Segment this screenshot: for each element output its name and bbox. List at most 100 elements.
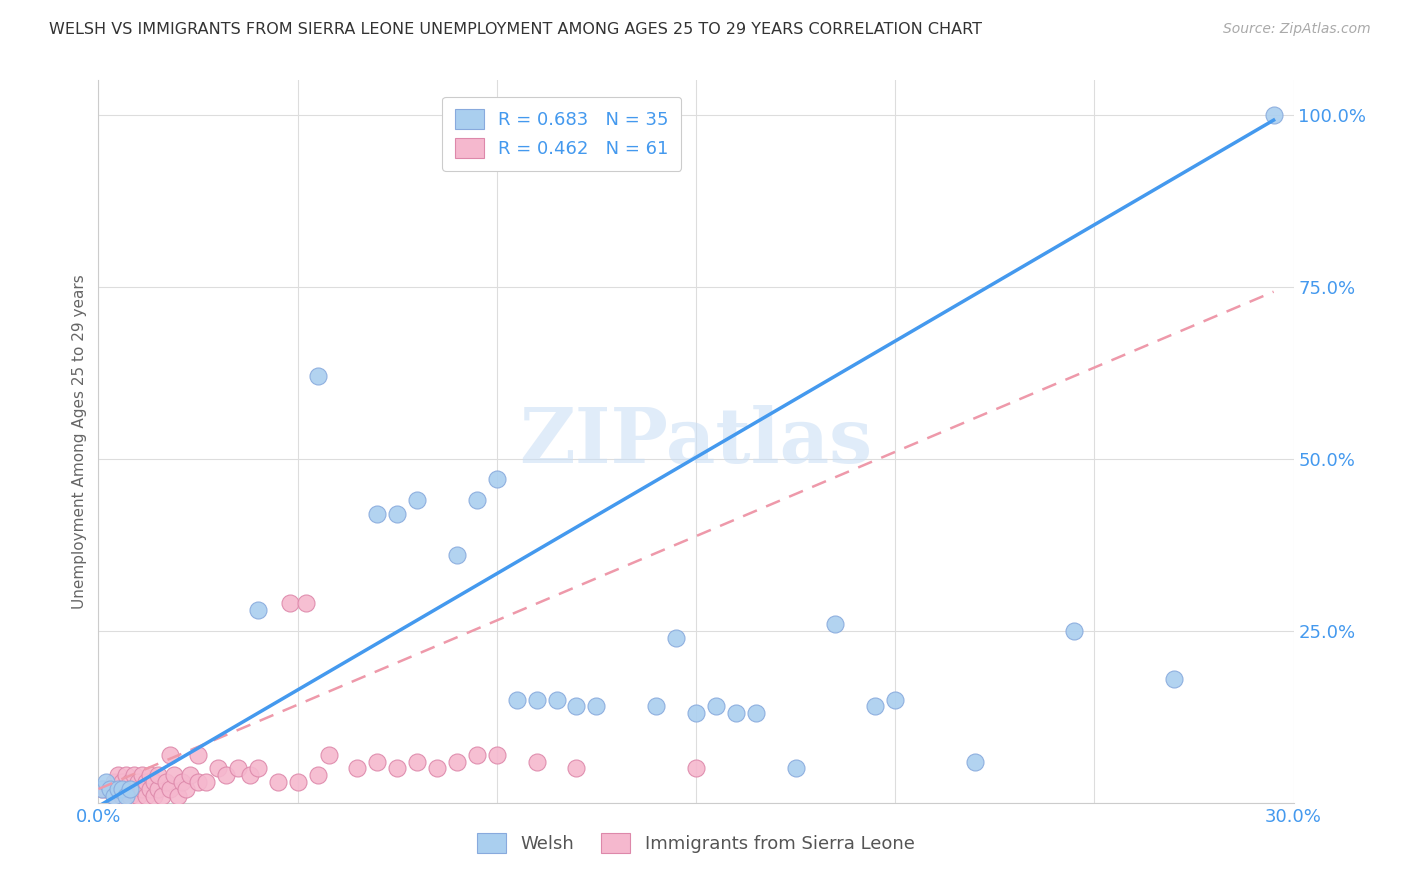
Point [963, 755, 986, 769]
Point [172, 775, 194, 789]
Point [426, 761, 449, 775]
Point [131, 782, 153, 797]
Point [135, 775, 157, 789]
Point [406, 755, 429, 769]
Point [96, 782, 118, 797]
Point [645, 699, 668, 714]
Point [127, 775, 149, 789]
Point [111, 782, 134, 797]
Point [704, 699, 727, 714]
Point [98, 782, 122, 797]
Point [294, 596, 316, 610]
Point [139, 782, 162, 797]
Point [107, 782, 129, 797]
Point [163, 768, 186, 782]
Point [1163, 672, 1185, 686]
Point [143, 789, 166, 803]
Point [366, 755, 388, 769]
Point [207, 761, 229, 775]
Point [526, 755, 548, 769]
Point [96, 775, 118, 789]
Point [103, 789, 125, 803]
Text: WELSH VS IMMIGRANTS FROM SIERRA LEONE UNEMPLOYMENT AMONG AGES 25 TO 29 YEARS COR: WELSH VS IMMIGRANTS FROM SIERRA LEONE UN… [49, 22, 983, 37]
Point [685, 706, 707, 721]
Point [143, 775, 166, 789]
Point [267, 775, 290, 789]
Point [103, 775, 125, 789]
Point [150, 789, 173, 803]
Point [406, 493, 429, 508]
Point [179, 768, 201, 782]
Point [465, 493, 488, 508]
Point [884, 692, 907, 706]
Point [485, 747, 508, 762]
Point [724, 706, 747, 721]
Point [546, 692, 568, 706]
Point [824, 616, 846, 631]
Y-axis label: Unemployment Among Ages 25 to 29 years: Unemployment Among Ages 25 to 29 years [72, 274, 87, 609]
Point [148, 768, 170, 782]
Point [307, 369, 329, 384]
Point [446, 548, 468, 562]
Point [120, 789, 142, 803]
Point [287, 775, 309, 789]
Point [865, 699, 887, 714]
Text: Source: ZipAtlas.com: Source: ZipAtlas.com [1223, 22, 1371, 37]
Point [446, 755, 468, 769]
Point [785, 761, 807, 775]
Point [91, 782, 114, 797]
Point [465, 747, 488, 762]
Point [115, 768, 138, 782]
Point [565, 761, 588, 775]
Point [187, 747, 209, 762]
Point [107, 768, 129, 782]
Point [120, 775, 142, 789]
Point [318, 747, 340, 762]
Point [111, 789, 134, 803]
Point [246, 603, 269, 617]
Point [187, 775, 209, 789]
Point [246, 761, 269, 775]
Point [278, 596, 301, 610]
Point [346, 761, 368, 775]
Point [115, 789, 138, 803]
Point [155, 775, 177, 789]
Point [115, 782, 138, 797]
Point [585, 699, 607, 714]
Point [506, 692, 529, 706]
Point [385, 761, 409, 775]
Point [148, 782, 170, 797]
Point [239, 768, 262, 782]
Point [98, 782, 122, 797]
Point [366, 507, 388, 521]
Point [139, 768, 162, 782]
Point [127, 789, 149, 803]
Point [91, 782, 114, 797]
Point [103, 789, 125, 803]
Point [565, 699, 588, 714]
Point [526, 692, 548, 706]
Point [131, 768, 153, 782]
Point [111, 775, 134, 789]
Point [385, 507, 409, 521]
Point [485, 472, 508, 486]
Point [159, 747, 181, 762]
Point [124, 768, 146, 782]
Point [174, 782, 197, 797]
Point [135, 789, 157, 803]
Point [120, 782, 142, 797]
Point [745, 706, 768, 721]
Point [159, 782, 181, 797]
Point [1063, 624, 1085, 638]
Text: ZIPatlas: ZIPatlas [519, 405, 873, 478]
Point [167, 789, 190, 803]
Point [215, 768, 238, 782]
Legend: Welsh, Immigrants from Sierra Leone: Welsh, Immigrants from Sierra Leone [464, 821, 928, 866]
Point [1263, 108, 1285, 122]
Point [226, 761, 249, 775]
Point [665, 631, 688, 645]
Point [195, 775, 218, 789]
Point [307, 768, 329, 782]
Point [124, 782, 146, 797]
Point [685, 761, 707, 775]
